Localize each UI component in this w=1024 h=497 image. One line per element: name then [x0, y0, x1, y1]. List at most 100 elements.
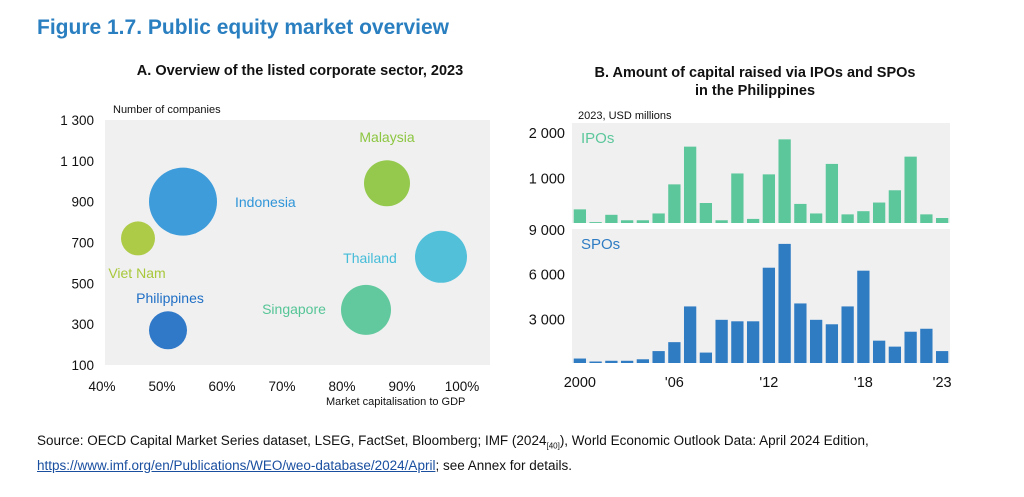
- ipo-bar: [620, 220, 634, 223]
- ipo-bar: [920, 214, 933, 223]
- panel-b-xtick-label: 2000: [564, 375, 596, 391]
- ipo-bar: [841, 214, 854, 223]
- spo-bar: [715, 319, 728, 363]
- spo-bar: [699, 352, 713, 363]
- spo-bar: [872, 340, 886, 363]
- source-text-after: ; see Annex for details.: [435, 457, 573, 473]
- panel-a-xtick-label: 60%: [208, 379, 235, 394]
- panel-b-xtick-label: '23: [933, 375, 952, 391]
- bubble-label-viet-nam: Viet Nam: [108, 265, 165, 281]
- spo-bar: [904, 331, 917, 363]
- ipo-ytick-label: 2 000: [529, 126, 565, 142]
- bubble-viet-nam: [121, 221, 155, 256]
- source-text-middle: ), World Economic Outlook Data: April 20…: [559, 433, 869, 448]
- ipo-bar: [762, 174, 776, 223]
- spo-bar: [857, 270, 870, 363]
- ipo-bar: [809, 213, 823, 223]
- panel-a-chart: Number of companies Market capitalisation…: [60, 104, 479, 408]
- spo-bar: [888, 346, 902, 363]
- spo-bar: [920, 328, 933, 363]
- ipo-bar: [888, 190, 902, 223]
- ipo-bar: [589, 222, 602, 223]
- spo-bar: [668, 342, 681, 363]
- bubble-label-thailand: Thailand: [343, 250, 397, 266]
- panel-a-xtick-label: 80%: [328, 379, 355, 394]
- panel-b-title-line1: B. Amount of capital raised via IPOs and…: [594, 65, 916, 81]
- spo-plot-area: [572, 229, 950, 363]
- ipo-bar: [825, 163, 839, 223]
- panel-a-ytick-label: 1 300: [60, 113, 94, 128]
- bubble-label-malaysia: Malaysia: [359, 129, 414, 145]
- panel-a-title: A. Overview of the listed corporate sect…: [136, 63, 464, 79]
- panel-a-xlabel: Market capitalisation to GDP: [326, 396, 465, 408]
- spo-bar: [620, 360, 634, 363]
- spo-bar: [778, 243, 791, 363]
- figure-title: Figure 1.7. Public equity market overvie…: [37, 16, 449, 39]
- bubble-label-philippines: Philippines: [136, 290, 204, 306]
- ipo-bar: [872, 202, 886, 223]
- panel-b-ylabel: 2023, USD millions: [578, 110, 672, 122]
- spo-bar: [809, 319, 823, 363]
- panel-b-title-line2: in the Philippines: [694, 83, 816, 99]
- ipo-bar: [715, 220, 728, 223]
- panel-a-xtick-label: 90%: [388, 379, 415, 394]
- spo-bar: [683, 306, 697, 363]
- panel-b-chart: 2023, USD millions 1 000 2 000 IPOs 3 000 6 0…: [529, 110, 952, 391]
- spo-ytick-label: 9 000: [529, 223, 565, 239]
- panel-a-ytick-label: 1 100: [60, 154, 94, 169]
- panel-a-ytick-label: 500: [71, 276, 94, 291]
- spo-ytick-label: 3 000: [529, 312, 565, 328]
- ipo-series-label: IPOs: [581, 130, 614, 147]
- panel-a-xtick-label: 100%: [445, 379, 480, 394]
- spo-bar: [652, 351, 665, 363]
- panel-b-xtick-label: '12: [759, 375, 778, 391]
- spo-bar: [825, 324, 839, 363]
- spo-bar: [573, 358, 587, 363]
- source-text-before: Source: OECD Capital Market Series datas…: [37, 433, 547, 448]
- ipo-ytick-label: 1 000: [529, 172, 565, 188]
- spo-bar: [762, 267, 776, 363]
- panel-a-ytick-label: 700: [71, 236, 94, 251]
- bubble-label-indonesia: Indonesia: [235, 194, 296, 210]
- panel-a-ytick-label: 900: [71, 195, 94, 210]
- ipo-bar: [699, 203, 713, 223]
- ipo-bar: [731, 173, 744, 223]
- spo-bar: [636, 359, 650, 363]
- panel-a-xtick-label: 50%: [148, 379, 175, 394]
- panel-b-xtick-label: '06: [665, 375, 684, 391]
- ipo-bar: [904, 156, 917, 223]
- ipo-plot-area: [572, 123, 950, 223]
- ipo-bar: [652, 213, 665, 223]
- spo-bar: [605, 360, 618, 363]
- source-ref: [40]: [546, 441, 560, 451]
- bubble-label-singapore: Singapore: [262, 301, 326, 317]
- panel-a-xtick-label: 40%: [88, 379, 115, 394]
- panel-a-ytick-label: 300: [71, 317, 94, 332]
- ipo-bar: [605, 214, 618, 223]
- ipo-bar: [778, 139, 791, 223]
- spo-bar: [746, 321, 760, 363]
- ipo-bar: [683, 146, 697, 223]
- ipo-bar: [636, 220, 650, 223]
- source-link[interactable]: https://www.imf.org/en/Publications/WEO/…: [37, 457, 436, 473]
- panel-a-xtick-label: 70%: [268, 379, 295, 394]
- spo-bar: [589, 361, 602, 363]
- bubble-philippines: [149, 311, 187, 350]
- source-note: Source: OECD Capital Market Series datas…: [37, 431, 997, 475]
- bubble-malaysia: [364, 160, 410, 207]
- spo-bar: [794, 303, 807, 363]
- panel-b-xtick-label: '18: [854, 375, 873, 391]
- ipo-bar: [746, 218, 760, 223]
- spo-series-label: SPOs: [581, 236, 620, 253]
- ipo-bar: [794, 203, 807, 223]
- bubble-thailand: [415, 230, 467, 283]
- spo-ytick-label: 6 000: [529, 268, 565, 284]
- panel-b-title: B. Amount of capital raised via IPOs and…: [545, 64, 965, 100]
- panel-a-ytick-label: 100: [71, 358, 94, 373]
- panel-a-ylabel: Number of companies: [113, 104, 221, 116]
- ipo-bar: [857, 211, 870, 223]
- spo-bar: [935, 351, 949, 363]
- spo-bar: [731, 321, 744, 363]
- bubble-indonesia: [149, 167, 217, 236]
